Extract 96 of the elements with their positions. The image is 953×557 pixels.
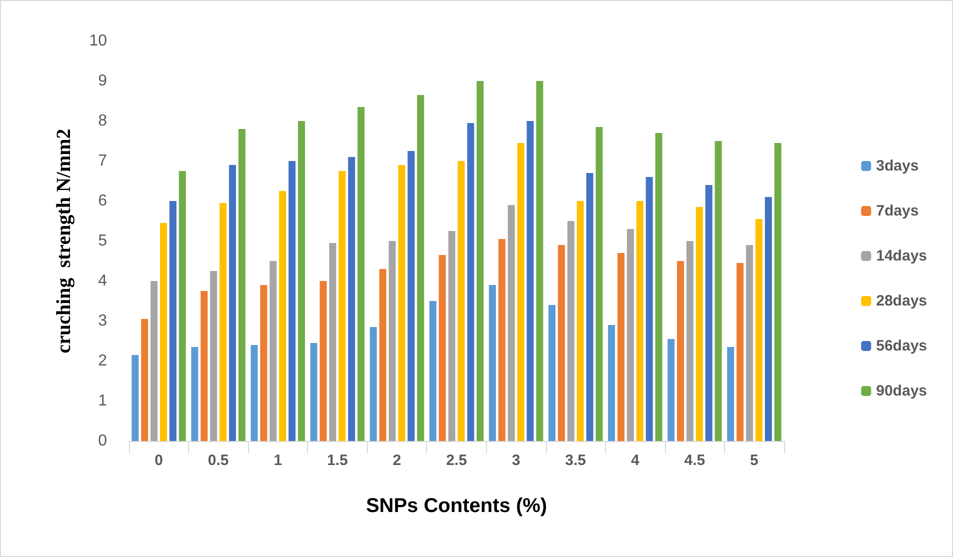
bar [548,305,556,441]
bar [250,345,258,441]
bar [338,171,346,441]
bar [448,231,456,441]
bar [558,245,565,441]
bar [567,221,574,441]
bar [310,343,318,441]
bar [132,355,139,441]
bar [279,191,286,441]
bar [379,269,386,441]
bar [498,239,506,441]
bar [636,201,644,441]
bar [755,219,762,441]
x-tick-label: 2 [392,452,402,469]
bar [438,255,446,441]
bar [476,81,484,441]
bar [298,121,305,441]
bar [727,347,734,441]
bar [150,281,158,441]
y-tick-label: 1 [98,392,108,410]
bar [746,245,753,441]
bar [705,185,712,441]
bar [141,319,148,441]
bar [488,285,496,441]
bar [178,171,186,441]
x-tick-label: 5 [750,452,758,469]
bar [270,261,277,441]
bar [358,107,365,441]
bar [536,81,544,441]
bar [228,165,236,441]
x-tick-label: 0.5 [208,452,229,469]
bar [617,253,624,441]
y-tick-label: 6 [98,192,108,210]
x-tick-label: 4 [630,452,640,469]
bar [408,151,415,441]
bar [655,133,662,441]
bar [677,261,684,441]
bar [417,95,424,441]
legend-label: 28days [876,292,927,310]
bar [774,143,782,441]
bar [668,339,675,441]
bar [764,197,772,441]
y-tick-label: 9 [98,72,108,90]
x-tick-label: 0 [154,452,163,469]
bar [288,161,296,441]
bar [596,127,603,441]
bar [169,201,176,441]
y-tick-label: 4 [98,272,108,290]
bar [260,285,268,441]
bar [238,129,246,441]
bar [576,201,584,441]
bar [508,205,515,441]
bar [200,291,208,441]
bar [626,229,634,441]
legend-label: 3days [876,158,919,174]
bar [586,173,594,441]
x-tick-label: 1.5 [326,452,348,469]
bar [388,241,396,441]
bar [329,243,336,441]
bar [686,241,694,441]
bar [467,123,474,441]
bar [458,161,465,441]
bar [646,177,653,441]
y-tick-label: 5 [98,232,108,250]
x-tick-label: 2.5 [446,452,467,469]
bar [348,157,356,441]
bar [526,121,534,441]
legend-label: 56days [876,338,927,354]
bar [320,281,327,441]
x-axis-title: SNPs Contents (%) [366,495,548,517]
bar [696,207,703,441]
y-tick-label: 8 [98,112,108,130]
bar [210,271,218,441]
bar [429,301,436,441]
y-tick-label: 10 [89,32,108,50]
y-tick-label: 7 [98,152,108,170]
bar [736,263,744,441]
bar [517,143,524,441]
legend-label: 14days [876,248,927,264]
bar [160,223,167,441]
legend-label: 7days [876,202,919,220]
bar [370,327,377,441]
x-tick-label: 4.5 [684,452,706,469]
bar [608,325,616,441]
y-axis-title: cruching strength N/mm2 [53,128,75,354]
legend-label: 90days [876,382,927,400]
x-tick-label: 1 [274,452,282,469]
bar [714,141,722,441]
x-tick-label: 3 [512,452,520,469]
x-tick-label: 3.5 [565,452,586,469]
bar [191,347,198,441]
y-tick-label: 2 [98,352,108,370]
bar [398,165,406,441]
bar [220,203,227,441]
y-tick-label: 3 [98,312,108,330]
y-tick-label: 0 [98,432,108,450]
